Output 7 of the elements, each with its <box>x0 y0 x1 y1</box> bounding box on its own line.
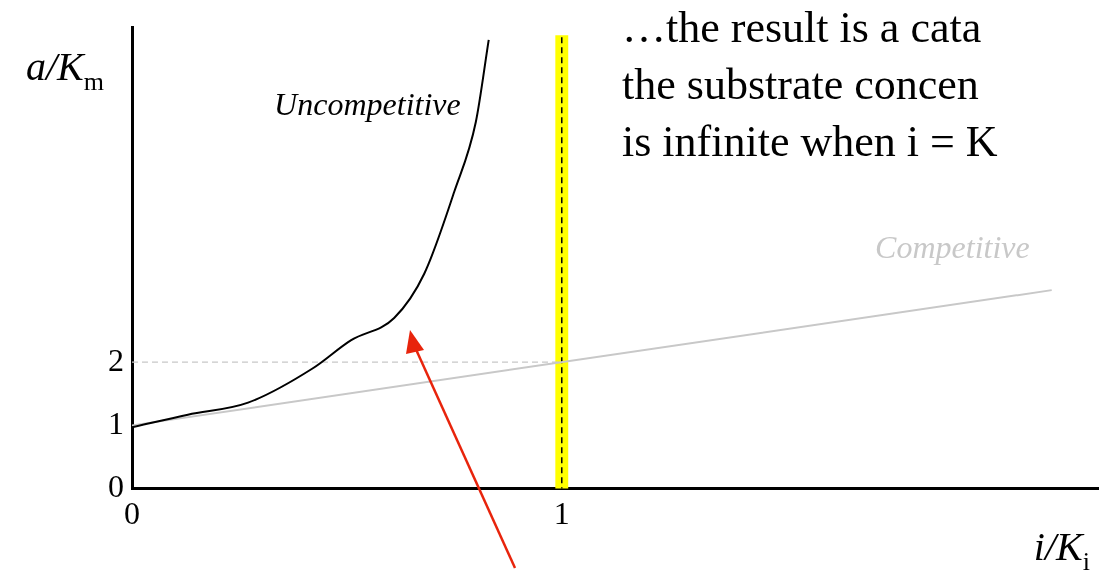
annotation: the substrate concen <box>622 60 979 109</box>
annotation: …the result is a cata <box>622 3 982 52</box>
y-tick-label: 1 <box>108 404 124 441</box>
y-tick-label: 0 <box>108 468 124 505</box>
annotation: is infinite when i = K <box>622 117 998 166</box>
y-tick-label: 2 <box>108 341 124 378</box>
series-label: Uncompetitive <box>274 85 461 122</box>
